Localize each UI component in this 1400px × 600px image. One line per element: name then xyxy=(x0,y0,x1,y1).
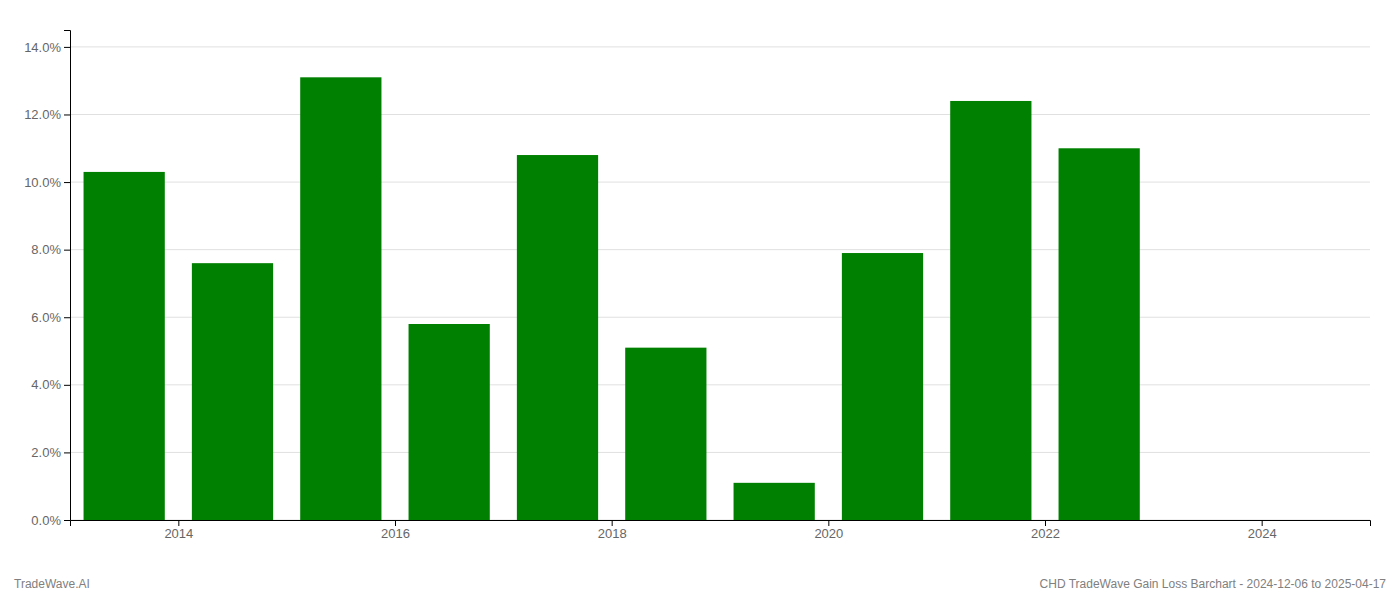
y-axis: 0.0% 2.0% 4.0% 6.0% 8.0% 10.0% 12.0% 14.0% xyxy=(24,31,70,528)
bar xyxy=(192,263,273,520)
y-tick: 14.0% xyxy=(24,40,70,55)
tick-mark xyxy=(612,520,613,526)
tick-mark xyxy=(64,114,70,115)
tick-label: 2024 xyxy=(1248,526,1277,541)
bar xyxy=(84,172,165,520)
footer: TradeWave.AI xyxy=(14,577,90,591)
axis-line xyxy=(71,521,1371,527)
tick-mark xyxy=(64,452,70,453)
x-axis: 2014 2016 2018 2020 2022 2024 xyxy=(71,520,1371,541)
tick-mark xyxy=(64,47,70,48)
tick-label: 10.0% xyxy=(24,175,61,190)
footer: CHD TradeWave Gain Loss Barchart - 2024-… xyxy=(1040,577,1387,591)
tick-label: 2018 xyxy=(598,526,627,541)
y-tick: 12.0% xyxy=(24,107,70,122)
tick-label: 4.0% xyxy=(31,377,61,392)
tick-mark xyxy=(178,520,179,526)
tick-mark xyxy=(828,520,829,526)
tick-label: 8.0% xyxy=(31,242,61,257)
tick-mark xyxy=(64,250,70,251)
tick-mark xyxy=(1045,520,1046,526)
tick-label: 14.0% xyxy=(24,40,61,55)
grid-line xyxy=(70,249,1370,250)
chart: 2014 2016 2018 2020 2022 2024 0.0% 2.0% 4.0% 6.0%… xyxy=(0,0,1400,600)
grid-line xyxy=(70,114,1370,115)
tick-mark xyxy=(395,520,396,526)
tick-mark xyxy=(64,317,70,318)
tick-mark xyxy=(1262,520,1263,526)
x-tick: 2020 xyxy=(814,520,843,541)
tick-label: 2022 xyxy=(1031,526,1060,541)
grid-line xyxy=(70,46,1370,47)
x-tick: 2016 xyxy=(381,520,410,541)
grid xyxy=(70,47,1370,520)
bar xyxy=(842,253,923,520)
y-tick: 4.0% xyxy=(31,377,70,392)
tick-label: 2014 xyxy=(164,526,193,541)
bar xyxy=(1059,148,1140,520)
tick-label: 6.0% xyxy=(31,310,61,325)
bar xyxy=(517,155,598,520)
tick-label: 0.0% xyxy=(31,513,61,528)
bar xyxy=(625,348,706,520)
tick-label: 2016 xyxy=(381,526,410,541)
x-tick: 2014 xyxy=(164,520,193,541)
y-tick: 10.0% xyxy=(24,175,70,190)
x-tick: 2024 xyxy=(1248,520,1277,541)
tick-label: 2.0% xyxy=(31,445,61,460)
tick-mark xyxy=(64,385,70,386)
bar xyxy=(300,77,381,520)
x-tick: 2022 xyxy=(1031,520,1060,541)
bars xyxy=(84,77,1140,520)
bar xyxy=(734,483,815,520)
tick-mark xyxy=(64,520,70,521)
tick-mark xyxy=(64,182,70,183)
plot: 2014 2016 2018 2020 2022 2024 0.0% 2.0% 4.0% 6.0%… xyxy=(24,31,1370,542)
grid-line xyxy=(70,182,1370,183)
bar xyxy=(950,101,1031,520)
x-tick: 2018 xyxy=(598,520,627,541)
y-tick: 0.0% xyxy=(31,513,70,528)
tick-label: 2020 xyxy=(814,526,843,541)
y-tick: 8.0% xyxy=(31,242,70,257)
bar xyxy=(409,324,490,520)
y-tick: 2.0% xyxy=(31,445,70,460)
y-tick: 6.0% xyxy=(31,310,70,325)
tick-label: 12.0% xyxy=(24,107,61,122)
axis-line xyxy=(64,31,71,521)
